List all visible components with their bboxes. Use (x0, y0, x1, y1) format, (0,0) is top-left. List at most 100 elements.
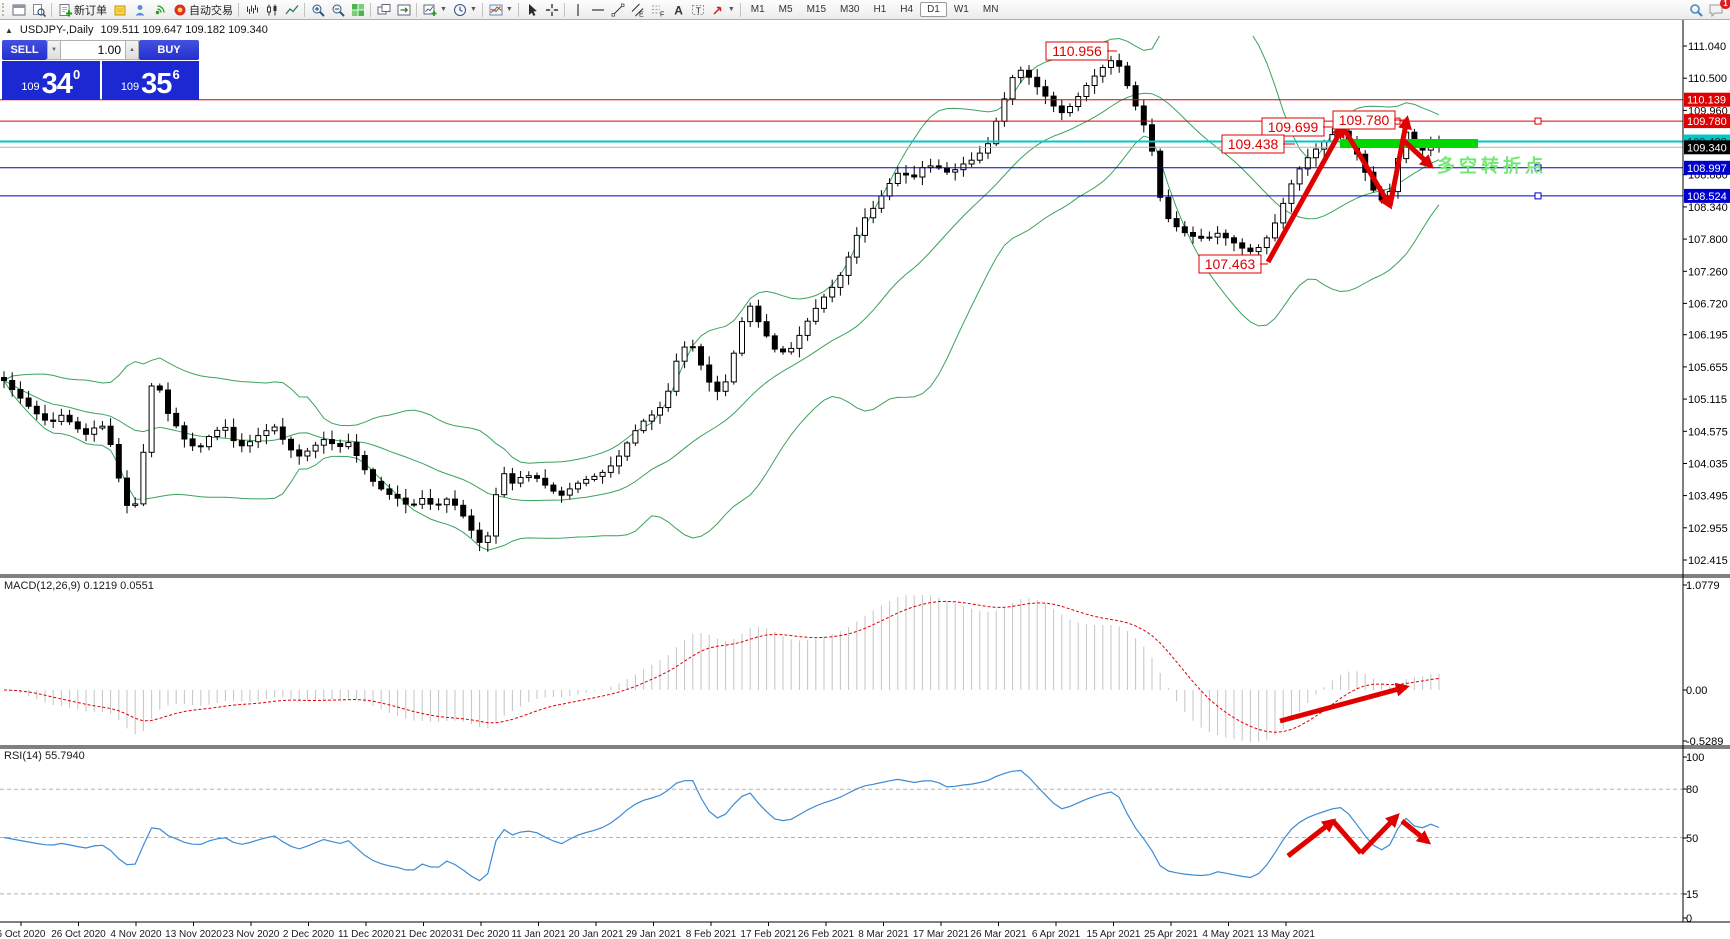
autotrading-button[interactable]: 自动交易 (170, 1, 236, 18)
volume-input[interactable] (61, 40, 125, 60)
svg-text:108.997: 108.997 (1687, 163, 1727, 175)
svg-text:104.575: 104.575 (1688, 426, 1728, 438)
crosshair-button[interactable] (542, 1, 562, 18)
volume-decrease-button[interactable]: ▼ (47, 40, 61, 60)
svg-text:-0.5289: -0.5289 (1686, 736, 1723, 748)
svg-text:103.495: 103.495 (1688, 491, 1728, 503)
buy-price-box[interactable]: 109 35 6 (101, 61, 199, 100)
price-badge-109.780: 109.780 (1684, 114, 1730, 129)
price-axis[interactable]: 111.040110.500109.960108.880108.340107.8… (1682, 19, 1730, 925)
cursor-button[interactable] (522, 1, 542, 18)
tile-windows-button[interactable] (348, 1, 368, 18)
timeframe-h4-button[interactable]: H4 (900, 4, 914, 15)
bollinger-bands (3, 36, 1440, 551)
svg-text:T: T (696, 5, 701, 15)
community-icon (135, 4, 145, 15)
buy-price-pip: 6 (172, 67, 180, 82)
annotations: 110.956 109.699 109.780 109.438 107.463 多空转折点 (1045, 41, 1547, 858)
toolbar-separator (739, 2, 741, 17)
periods-button[interactable]: ▼ (450, 1, 480, 18)
timeframe-m1-button[interactable]: M1 (750, 4, 765, 15)
price-label-box[interactable]: 109.699 (1261, 117, 1337, 137)
fibonacci-icon: F (651, 5, 664, 17)
notes-button[interactable] (110, 1, 130, 18)
svg-text:109.780: 109.780 (1687, 116, 1727, 128)
chart-shift-button[interactable] (394, 1, 414, 18)
line-handle[interactable] (1534, 192, 1542, 200)
zoom-in-icon (312, 4, 325, 17)
time-axis[interactable]: 6 Oct 2020 26 Oct 2020 4 Nov 2020 13 Nov 20… (0, 921, 1730, 939)
price-label-box[interactable]: 110.956 (1045, 41, 1117, 61)
zoom-out-button[interactable] (328, 1, 348, 18)
one-click-toggle[interactable]: ▲ (5, 25, 13, 35)
toolbar-grip[interactable] (2, 3, 7, 16)
svg-text:105.115: 105.115 (1688, 394, 1727, 406)
symbol-name: USDJPY-,Daily (19, 24, 94, 36)
preview-button[interactable] (29, 1, 49, 18)
timeframe-w1-button[interactable]: W1 (953, 4, 969, 15)
timeframe-mn-button[interactable]: MN (982, 4, 999, 15)
annotation-arrow[interactable] (1340, 125, 1393, 210)
sell-price-box[interactable]: 109 34 0 (2, 61, 100, 100)
price-badge-108.524: 108.524 (1684, 188, 1730, 203)
annotation-arrow[interactable] (1400, 819, 1432, 845)
price-label-box[interactable]: 109.438 (1221, 134, 1295, 154)
macd-histogram (11, 595, 1440, 742)
annotation-arrow[interactable] (1265, 123, 1346, 264)
candlestick-chart-button[interactable] (262, 1, 282, 18)
turning-point-text[interactable]: 多空转折点 (1437, 155, 1547, 176)
new-chart-button[interactable]: ▼ (420, 1, 450, 18)
price-badge-108.997: 108.997 (1684, 160, 1730, 175)
bar-chart-button[interactable] (242, 1, 262, 18)
horizontal-line-button[interactable] (588, 1, 608, 18)
macd-label: MACD(12,26,9) 0.1219 0.0551 (4, 580, 154, 592)
trendline-button[interactable] (608, 1, 628, 18)
svg-text:26 Feb 2021: 26 Feb 2021 (798, 929, 855, 939)
text-label-button[interactable]: T (688, 1, 708, 18)
equidistant-channel-icon: E (631, 3, 644, 17)
line-handle[interactable] (1534, 117, 1542, 125)
buy-button[interactable]: BUY (139, 40, 199, 60)
price-label-box[interactable]: 107.463 (1198, 254, 1268, 274)
svg-text:110.500: 110.500 (1688, 73, 1727, 85)
zoom-out-icon (332, 4, 345, 17)
fibonacci-button[interactable]: F (648, 1, 668, 18)
auto-scroll-button[interactable] (374, 1, 394, 18)
community-button[interactable] (130, 1, 150, 18)
text-label-icon: T (691, 4, 704, 15)
timeframe-h1-button[interactable]: H1 (873, 4, 887, 15)
volume-increase-button[interactable]: ▲ (125, 40, 139, 60)
text-button[interactable]: A (668, 1, 688, 18)
annotation-arrow[interactable] (1279, 682, 1410, 724)
timeframe-d1-button[interactable]: D1 (920, 2, 947, 17)
equidistant-channel-button[interactable]: E (628, 1, 648, 18)
signals-button[interactable] (150, 1, 170, 18)
arrows-button[interactable]: ▼ (708, 1, 738, 18)
line-chart-button[interactable] (282, 1, 302, 18)
price-label-box[interactable]: 109.780 (1332, 110, 1404, 130)
tile-windows-icon (352, 3, 364, 16)
annotation-arrow[interactable] (1400, 137, 1434, 169)
annotation-arrow[interactable] (1286, 818, 1337, 858)
timeframe-m5-button[interactable]: M5 (778, 4, 793, 15)
window-button[interactable] (9, 1, 29, 18)
templates-button[interactable]: ▼ (486, 1, 516, 18)
zoom-in-button[interactable] (308, 1, 328, 18)
new-order-button[interactable]: 新订单 (55, 1, 110, 18)
search-button[interactable] (1686, 1, 1706, 18)
svg-text:102.955: 102.955 (1688, 523, 1728, 535)
chat-button[interactable]: 1 (1706, 0, 1730, 18)
annotation-arrow[interactable] (1387, 115, 1412, 207)
svg-text:26 Mar 2021: 26 Mar 2021 (970, 929, 1027, 939)
sell-button[interactable]: SELL (2, 40, 47, 60)
line-handle[interactable] (1534, 164, 1542, 172)
annotation-arrow[interactable] (1359, 813, 1400, 855)
new-order-icon (59, 3, 72, 16)
timeframe-m15-button[interactable]: M15 (806, 4, 827, 15)
annotation-arrow[interactable] (1331, 819, 1363, 855)
vertical-line-button[interactable] (568, 1, 588, 18)
timeframe-m30-button[interactable]: M30 (840, 4, 860, 15)
